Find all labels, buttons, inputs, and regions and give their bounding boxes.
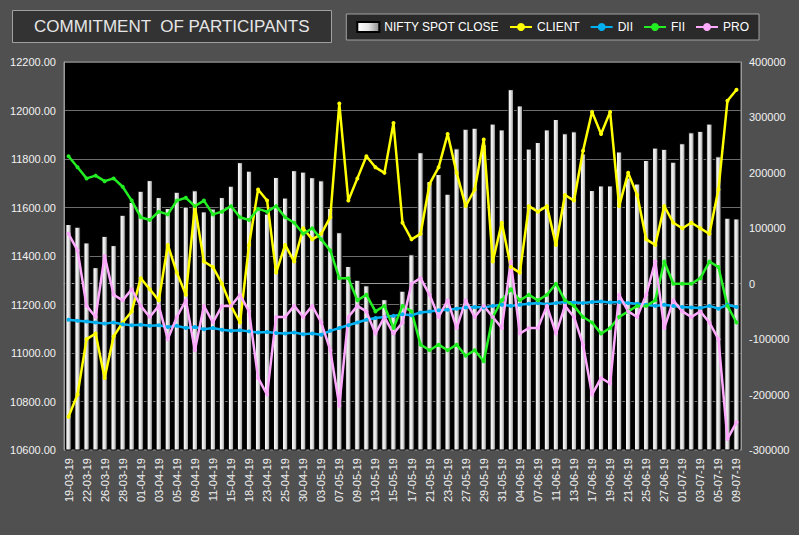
svg-text:21-05-19: 21-05-19 bbox=[424, 458, 436, 502]
svg-text:-200000: -200000 bbox=[749, 389, 789, 401]
svg-text:27-05-19: 27-05-19 bbox=[460, 458, 472, 502]
svg-text:05-07-19: 05-07-19 bbox=[712, 458, 724, 502]
svg-text:19-06-19: 19-06-19 bbox=[604, 458, 616, 502]
svg-text:11200.00: 11200.00 bbox=[11, 299, 56, 311]
svg-text:10800.00: 10800.00 bbox=[10, 396, 56, 408]
svg-text:30-04-19: 30-04-19 bbox=[297, 458, 309, 502]
svg-text:27-06-19: 27-06-19 bbox=[658, 458, 670, 502]
svg-text:CLIENT: CLIENT bbox=[537, 20, 580, 34]
svg-text:DII: DII bbox=[618, 20, 633, 34]
svg-text:22-03-19: 22-03-19 bbox=[81, 458, 93, 502]
svg-text:28-03-19: 28-03-19 bbox=[117, 458, 129, 502]
svg-text:100000: 100000 bbox=[749, 222, 786, 234]
svg-text:NIFTY SPOT CLOSE: NIFTY SPOT CLOSE bbox=[384, 20, 498, 34]
svg-text:17-06-19: 17-06-19 bbox=[586, 458, 598, 502]
svg-text:26-03-19: 26-03-19 bbox=[99, 458, 111, 502]
svg-text:11-04-19: 11-04-19 bbox=[207, 458, 219, 501]
svg-text:11800.00: 11800.00 bbox=[11, 153, 56, 165]
svg-text:-100000: -100000 bbox=[749, 333, 789, 345]
svg-text:12000.00: 12000.00 bbox=[10, 105, 56, 117]
svg-text:23-04-19: 23-04-19 bbox=[261, 458, 273, 502]
svg-text:PRO: PRO bbox=[723, 20, 749, 34]
svg-text:300000: 300000 bbox=[749, 111, 786, 123]
svg-text:25-06-19: 25-06-19 bbox=[640, 458, 652, 502]
svg-text:07-06-19: 07-06-19 bbox=[532, 458, 544, 502]
svg-text:COMMITMENT OF PARTICIPANTS: COMMITMENT OF PARTICIPANTS bbox=[34, 17, 309, 36]
svg-text:21-06-19: 21-06-19 bbox=[622, 458, 634, 502]
svg-text:01-07-19: 01-07-19 bbox=[676, 458, 688, 502]
svg-text:23-05-19: 23-05-19 bbox=[442, 458, 454, 502]
svg-text:19-03-19: 19-03-19 bbox=[63, 458, 75, 502]
svg-text:12200.00: 12200.00 bbox=[10, 56, 56, 68]
svg-text:400000: 400000 bbox=[749, 56, 786, 68]
svg-text:-300000: -300000 bbox=[749, 444, 789, 456]
svg-text:10600.00: 10600.00 bbox=[10, 444, 56, 456]
svg-text:200000: 200000 bbox=[749, 167, 786, 179]
svg-text:17-05-19: 17-05-19 bbox=[406, 458, 418, 502]
svg-text:03-04-19: 03-04-19 bbox=[153, 458, 165, 502]
svg-text:04-06-19: 04-06-19 bbox=[514, 458, 526, 502]
svg-text:13-05-19: 13-05-19 bbox=[369, 458, 381, 502]
svg-text:09-04-19: 09-04-19 bbox=[189, 458, 201, 502]
svg-text:0: 0 bbox=[749, 278, 755, 290]
svg-text:03-07-19: 03-07-19 bbox=[694, 458, 706, 502]
svg-text:13-06-19: 13-06-19 bbox=[568, 458, 580, 502]
svg-text:01-04-19: 01-04-19 bbox=[135, 458, 147, 502]
svg-text:18-04-19: 18-04-19 bbox=[243, 458, 255, 502]
svg-text:25-04-19: 25-04-19 bbox=[279, 458, 291, 502]
svg-text:09-07-19: 09-07-19 bbox=[730, 458, 742, 502]
svg-text:11600.00: 11600.00 bbox=[11, 202, 56, 214]
svg-text:29-05-19: 29-05-19 bbox=[478, 458, 490, 502]
svg-text:11400.00: 11400.00 bbox=[11, 250, 56, 262]
svg-text:15-04-19: 15-04-19 bbox=[225, 458, 237, 502]
svg-text:05-04-19: 05-04-19 bbox=[171, 458, 183, 502]
svg-text:03-05-19: 03-05-19 bbox=[315, 458, 327, 502]
svg-text:11-06-19: 11-06-19 bbox=[550, 458, 562, 501]
svg-text:11000.00: 11000.00 bbox=[11, 347, 56, 359]
svg-text:FII: FII bbox=[671, 20, 685, 34]
svg-text:15-05-19: 15-05-19 bbox=[387, 458, 399, 502]
svg-text:09-05-19: 09-05-19 bbox=[351, 458, 363, 502]
svg-text:31-05-19: 31-05-19 bbox=[496, 458, 508, 502]
svg-text:07-05-19: 07-05-19 bbox=[333, 458, 345, 502]
